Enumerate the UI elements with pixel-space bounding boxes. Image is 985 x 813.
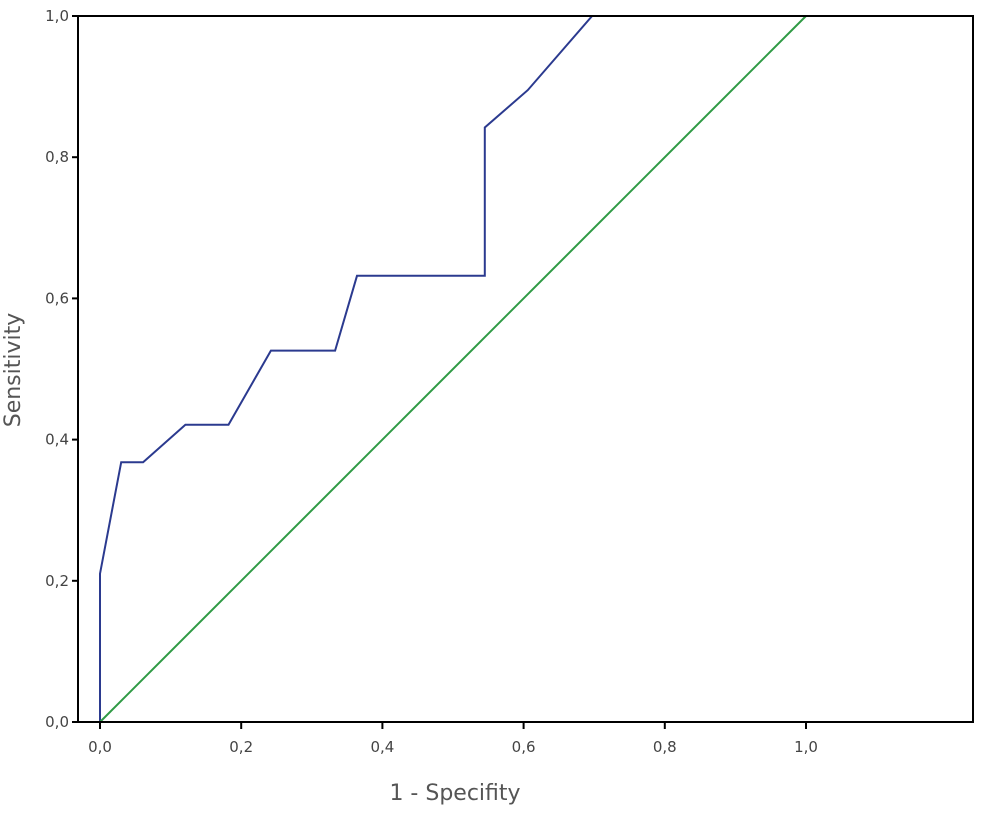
y-axis-title: Sensitivity (1, 313, 26, 428)
roc-curve-line (99, 15, 806, 722)
x-tick-label: 0,6 (512, 738, 536, 756)
y-tick-label: 0,2 (45, 572, 69, 590)
x-tick-label: 0,8 (653, 738, 677, 756)
y-tick-label: 1,0 (45, 7, 69, 25)
y-tick-label: 0,4 (45, 431, 69, 449)
ticks-layer: 0,0 0,2 0,4 0,6 0,8 1,0 0,0 0,2 0,4 0,6 0,8 1,0 (45, 7, 818, 756)
x-tick-label: 0,2 (229, 738, 253, 756)
plot-area-frame (77, 15, 974, 723)
y-tick-label: 0,6 (45, 289, 69, 307)
x-tick-label: 0,4 (370, 738, 394, 756)
x-tick-label: 0,0 (88, 738, 112, 756)
x-tick-label: 1,0 (794, 738, 818, 756)
reference-diagonal-line (99, 15, 807, 723)
y-tick-label: 0,8 (45, 148, 69, 166)
y-tick-label: 0,0 (45, 713, 69, 731)
lines-layer (99, 15, 807, 723)
x-axis-title: 1 - Specifity (389, 781, 520, 806)
